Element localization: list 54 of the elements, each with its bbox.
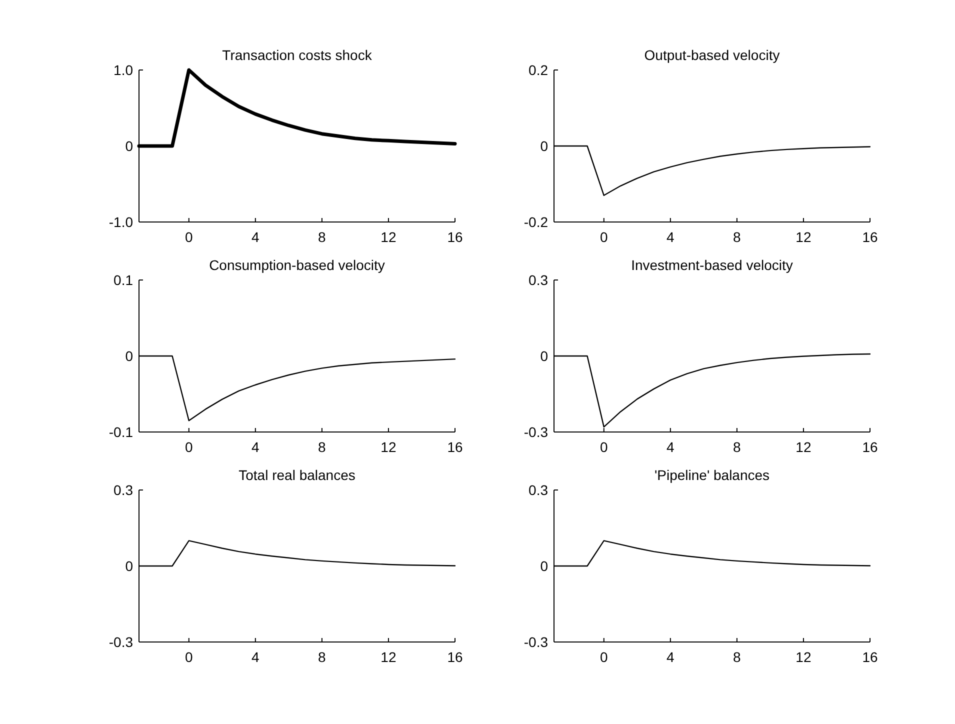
x-tick-label: 16 [447, 229, 463, 245]
y-tick-label: -1.0 [108, 214, 134, 230]
chart-title: 'Pipeline' balances [654, 467, 770, 483]
y-tick-label: -0.3 [108, 634, 134, 650]
x-tick-label: 16 [862, 439, 878, 455]
y-tick-label: 0 [540, 138, 548, 154]
x-tick-label: 4 [252, 649, 260, 665]
y-tick-label: 0.2 [528, 62, 548, 78]
x-tick-label: 0 [600, 649, 608, 665]
x-tick-label: 4 [252, 439, 260, 455]
y-tick-label: 0 [540, 348, 548, 364]
x-tick-label: 4 [666, 439, 675, 455]
x-tick-label: 0 [600, 229, 608, 245]
y-tick-label: 0 [540, 558, 548, 574]
chart-title: Investment-based velocity [631, 257, 793, 273]
x-tick-label: 12 [796, 649, 812, 665]
y-tick-label: 0.3 [528, 272, 548, 288]
x-tick-label: 8 [318, 649, 326, 665]
y-tick-label: -0.3 [524, 634, 548, 650]
x-tick-label: 4 [666, 649, 675, 665]
chart-title: Output-based velocity [644, 47, 780, 63]
x-tick-label: 0 [600, 439, 608, 455]
x-tick-label: 16 [862, 649, 878, 665]
x-tick-label: 0 [184, 439, 193, 455]
y-tick-label: -0.1 [108, 424, 134, 440]
x-tick-label: 12 [380, 439, 396, 455]
chart-title: Transaction costs shock [222, 47, 373, 63]
x-tick-label: 12 [796, 229, 812, 245]
y-tick-label: -0.2 [524, 214, 548, 230]
x-tick-label: 16 [447, 439, 463, 455]
y-tick-label: 1.0 [114, 62, 134, 78]
y-tick-label: 0 [125, 558, 134, 574]
y-tick-label: -0.3 [524, 424, 548, 440]
y-tick-label: 0.3 [114, 482, 134, 498]
y-tick-label: 0.1 [114, 272, 134, 288]
y-tick-label: 0 [125, 138, 134, 154]
x-tick-label: 16 [447, 649, 463, 665]
x-tick-label: 0 [184, 229, 193, 245]
x-tick-label: 12 [796, 439, 812, 455]
x-tick-label: 8 [318, 229, 326, 245]
x-tick-label: 8 [733, 649, 742, 665]
x-tick-label: 4 [666, 229, 675, 245]
x-tick-label: 0 [184, 649, 193, 665]
x-tick-label: 12 [380, 649, 396, 665]
chart-title: Total real balances [238, 467, 356, 483]
y-tick-label: 0.3 [528, 482, 548, 498]
x-tick-label: 8 [733, 439, 742, 455]
x-tick-label: 8 [318, 439, 326, 455]
chart-title: Consumption-based velocity [209, 257, 385, 273]
x-tick-label: 4 [252, 229, 260, 245]
x-tick-label: 16 [862, 229, 878, 245]
y-tick-label: 0 [125, 348, 134, 364]
x-tick-label: 12 [380, 229, 396, 245]
x-tick-label: 8 [733, 229, 742, 245]
